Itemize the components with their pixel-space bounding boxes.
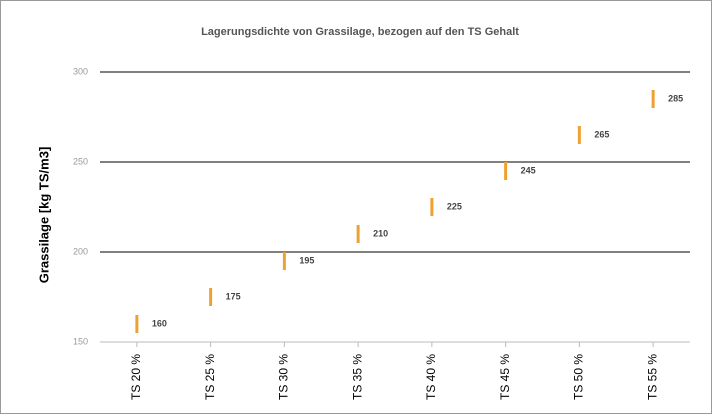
data-label: 160 [152,318,167,328]
y-axis-label: Grassilage [kg TS/m3] [36,147,51,284]
data-label: 265 [594,129,609,139]
x-tick-label: TS 40 % [424,354,438,400]
x-tick-label: TS 30 % [277,354,291,400]
x-tick-label: TS 50 % [572,354,586,400]
x-tick-label: TS 25 % [203,354,217,400]
data-label: 225 [447,201,462,211]
y-tick-label: 150 [73,336,88,346]
x-tick-label: TS 55 % [645,354,659,400]
data-label: 210 [373,228,388,238]
chart-title: Lagerungsdichte von Grassilage, bezogen … [201,26,519,38]
data-label: 285 [668,93,683,103]
data-label: 245 [521,165,536,175]
x-tick-label: TS 20 % [129,354,143,400]
y-tick-label: 200 [73,246,88,256]
x-tick-label: TS 35 % [350,354,364,400]
data-label: 195 [299,255,314,265]
y-tick-label: 250 [73,156,88,166]
y-tick-label: 300 [73,66,88,76]
data-label: 175 [226,291,241,301]
x-tick-label: TS 45 % [498,354,512,400]
